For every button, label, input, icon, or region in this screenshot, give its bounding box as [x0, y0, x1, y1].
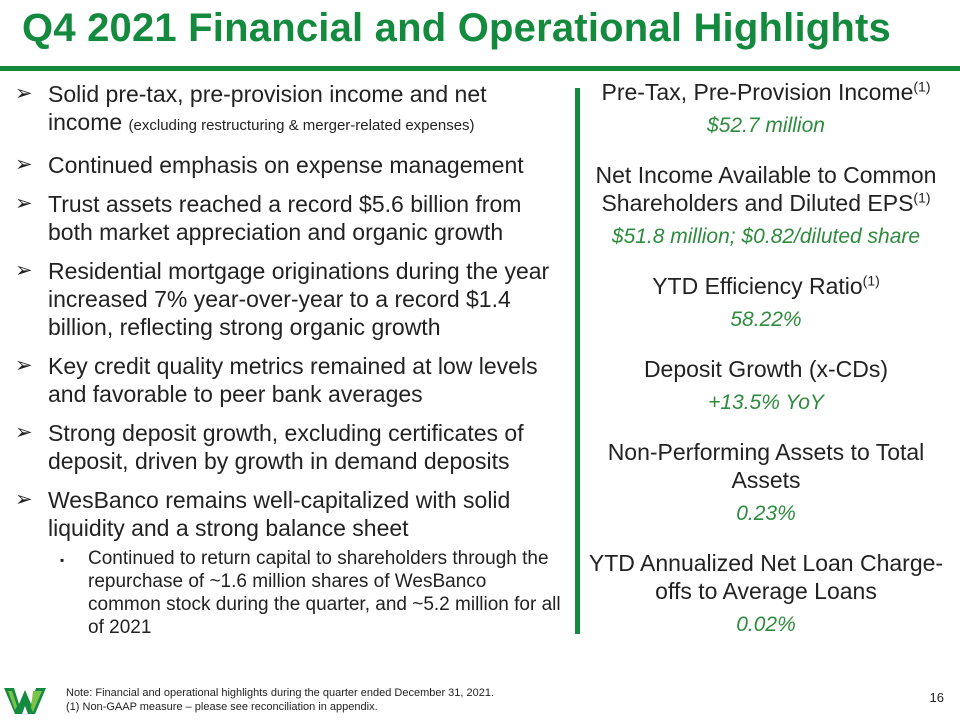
bullet-item: ➢ Strong deposit growth, excluding certi… — [8, 419, 564, 475]
metric-block: YTD Annualized Net Loan Charge-offs to A… — [586, 549, 946, 638]
metric-label: Non-Performing Assets to Total Assets — [607, 439, 925, 493]
metric-label: YTD Annualized Net Loan Charge-offs to A… — [588, 550, 944, 604]
metric-block: Net Income Available to Common Sharehold… — [586, 161, 946, 250]
bullet-item: ➢ Solid pre-tax, pre-provision income an… — [8, 80, 564, 140]
column-divider — [575, 88, 580, 634]
bullet-text: Continued emphasis on expense management — [48, 152, 524, 178]
title-underline — [0, 66, 960, 71]
bullet-text: Residential mortgage originations during… — [48, 258, 550, 340]
footnote-marker: (1) — [862, 272, 880, 289]
metric-label: Net Income Available to Common Sharehold… — [595, 162, 937, 216]
bullet-text: Strong deposit growth, excluding certifi… — [48, 420, 524, 474]
bullet-text: Key credit quality metrics remained at l… — [48, 353, 538, 407]
bullet-text: Trust assets reached a record $5.6 billi… — [48, 191, 522, 245]
footnote-marker: (1) — [913, 189, 931, 206]
bullet-item: ➢ Residential mortgage originations duri… — [8, 257, 564, 341]
page-number: 16 — [929, 690, 944, 705]
footnote-non-gaap: (1) Non-GAAP measure – please see reconc… — [66, 701, 378, 713]
bullet-item: ➢ WesBanco remains well-capitalized with… — [8, 486, 564, 542]
metric-label: Pre-Tax, Pre-Provision Income(1) — [601, 78, 931, 105]
metric-block: Pre-Tax, Pre-Provision Income(1) $52.7 m… — [586, 78, 946, 139]
sub-bullet-item: ▪ Continued to return capital to shareho… — [8, 547, 564, 639]
arrow-bullet-icon: ➢ — [15, 488, 33, 511]
arrow-bullet-icon: ➢ — [15, 82, 33, 105]
metric-block: Non-Performing Assets to Total Assets 0.… — [586, 438, 946, 527]
bullet-item: ➢ Continued emphasis on expense manageme… — [8, 151, 564, 179]
metric-value: $52.7 million — [707, 114, 825, 137]
metric-block: YTD Efficiency Ratio(1) 58.22% — [586, 272, 946, 333]
arrow-bullet-icon: ➢ — [15, 354, 33, 377]
bullet-item: ➢ Key credit quality metrics remained at… — [8, 352, 564, 408]
arrow-bullet-icon: ➢ — [15, 259, 33, 282]
bullet-text: Solid pre-tax, pre-provision income and … — [48, 81, 487, 135]
arrow-bullet-icon: ➢ — [15, 153, 33, 176]
bullet-note: (excluding restructuring & merger-relate… — [128, 117, 475, 134]
metric-value: 0.23% — [736, 502, 796, 525]
metric-value: +13.5% YoY — [708, 391, 824, 414]
highlights-list: ➢ Solid pre-tax, pre-provision income an… — [8, 80, 564, 639]
sub-bullet-text: Continued to return capital to sharehold… — [88, 548, 561, 638]
metric-label: Deposit Growth (x-CDs) — [643, 356, 889, 382]
arrow-bullet-icon: ➢ — [15, 192, 33, 215]
key-metrics: Pre-Tax, Pre-Provision Income(1) $52.7 m… — [586, 78, 946, 660]
bullet-text: WesBanco remains well-capitalized with s… — [48, 487, 511, 541]
arrow-bullet-icon: ➢ — [15, 421, 33, 444]
metric-value: 0.02% — [736, 613, 796, 636]
square-bullet-icon: ▪ — [60, 553, 65, 567]
footnotes: Note: Financial and operational highligh… — [66, 686, 494, 714]
metric-value: 58.22% — [730, 308, 802, 331]
metric-label: YTD Efficiency Ratio(1) — [652, 272, 880, 299]
bullet-item: ➢ Trust assets reached a record $5.6 bil… — [8, 190, 564, 246]
metric-value: $51.8 million; $0.82/diluted share — [611, 225, 921, 248]
metric-block: Deposit Growth (x-CDs) +13.5% YoY — [586, 355, 946, 416]
footnote-marker: (1) — [913, 78, 931, 95]
wesbanco-logo-icon — [4, 688, 46, 714]
footnote-note: Note: Financial and operational highligh… — [66, 687, 495, 699]
slide-title: Q4 2021 Financial and Operational Highli… — [22, 6, 891, 50]
